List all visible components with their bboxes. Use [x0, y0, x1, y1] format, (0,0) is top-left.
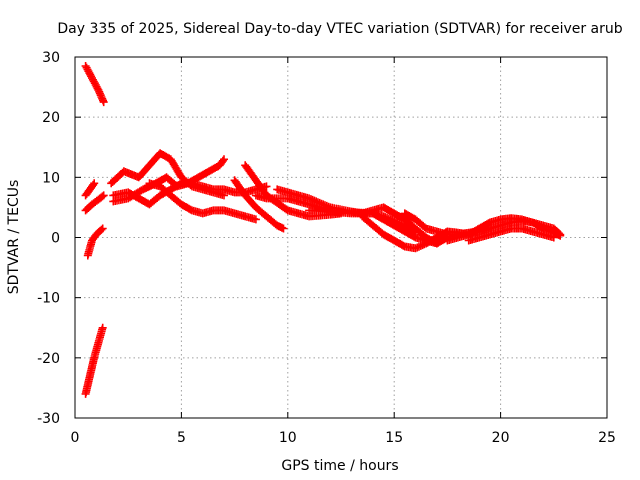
data-points — [81, 191, 108, 215]
series-arc-top-left — [81, 62, 108, 107]
axis-ticks: 0 5 10 15 20 25 -30 -20 -10 0 10 20 30 — [37, 50, 616, 446]
data-points — [83, 224, 107, 260]
series-arc-short-high — [81, 179, 99, 200]
series-arc-d — [145, 179, 260, 224]
series-arc-m — [464, 224, 558, 245]
x-tick-label: 15 — [385, 430, 403, 446]
y-tick-label: 30 — [42, 50, 60, 66]
x-tick-label: 0 — [71, 430, 80, 446]
x-tick-label: 10 — [279, 430, 297, 446]
grid — [75, 57, 607, 418]
series-arc-l — [443, 214, 565, 245]
data-points — [81, 323, 107, 398]
data-series — [81, 62, 565, 398]
chart-title: Day 335 of 2025, Sidereal Day-to-day VTE… — [57, 21, 622, 37]
y-tick-label: 10 — [42, 170, 60, 186]
data-points — [464, 224, 558, 245]
data-points — [81, 62, 108, 107]
data-points — [145, 179, 260, 224]
series-arc-e — [230, 176, 288, 233]
y-tick-label: 20 — [42, 110, 60, 126]
x-axis-label: GPS time / hours — [281, 458, 398, 474]
series-arc-bottom-left — [81, 323, 107, 398]
y-axis-label: SDTVAR / TECUs — [6, 180, 22, 295]
series-arc-short-mid — [81, 191, 108, 215]
y-tick-label: -20 — [37, 351, 60, 367]
data-points — [443, 214, 565, 245]
y-tick-label: -30 — [37, 411, 60, 427]
y-tick-label: 0 — [51, 231, 60, 247]
series-arc-c — [109, 179, 271, 209]
y-tick-label: -10 — [37, 291, 60, 307]
series-arc-short-neg — [83, 224, 107, 260]
data-points — [81, 179, 99, 200]
data-points — [230, 176, 288, 233]
data-points — [109, 179, 271, 209]
x-tick-label: 20 — [492, 430, 510, 446]
x-tick-label: 25 — [598, 430, 616, 446]
x-tick-label: 5 — [177, 430, 186, 446]
